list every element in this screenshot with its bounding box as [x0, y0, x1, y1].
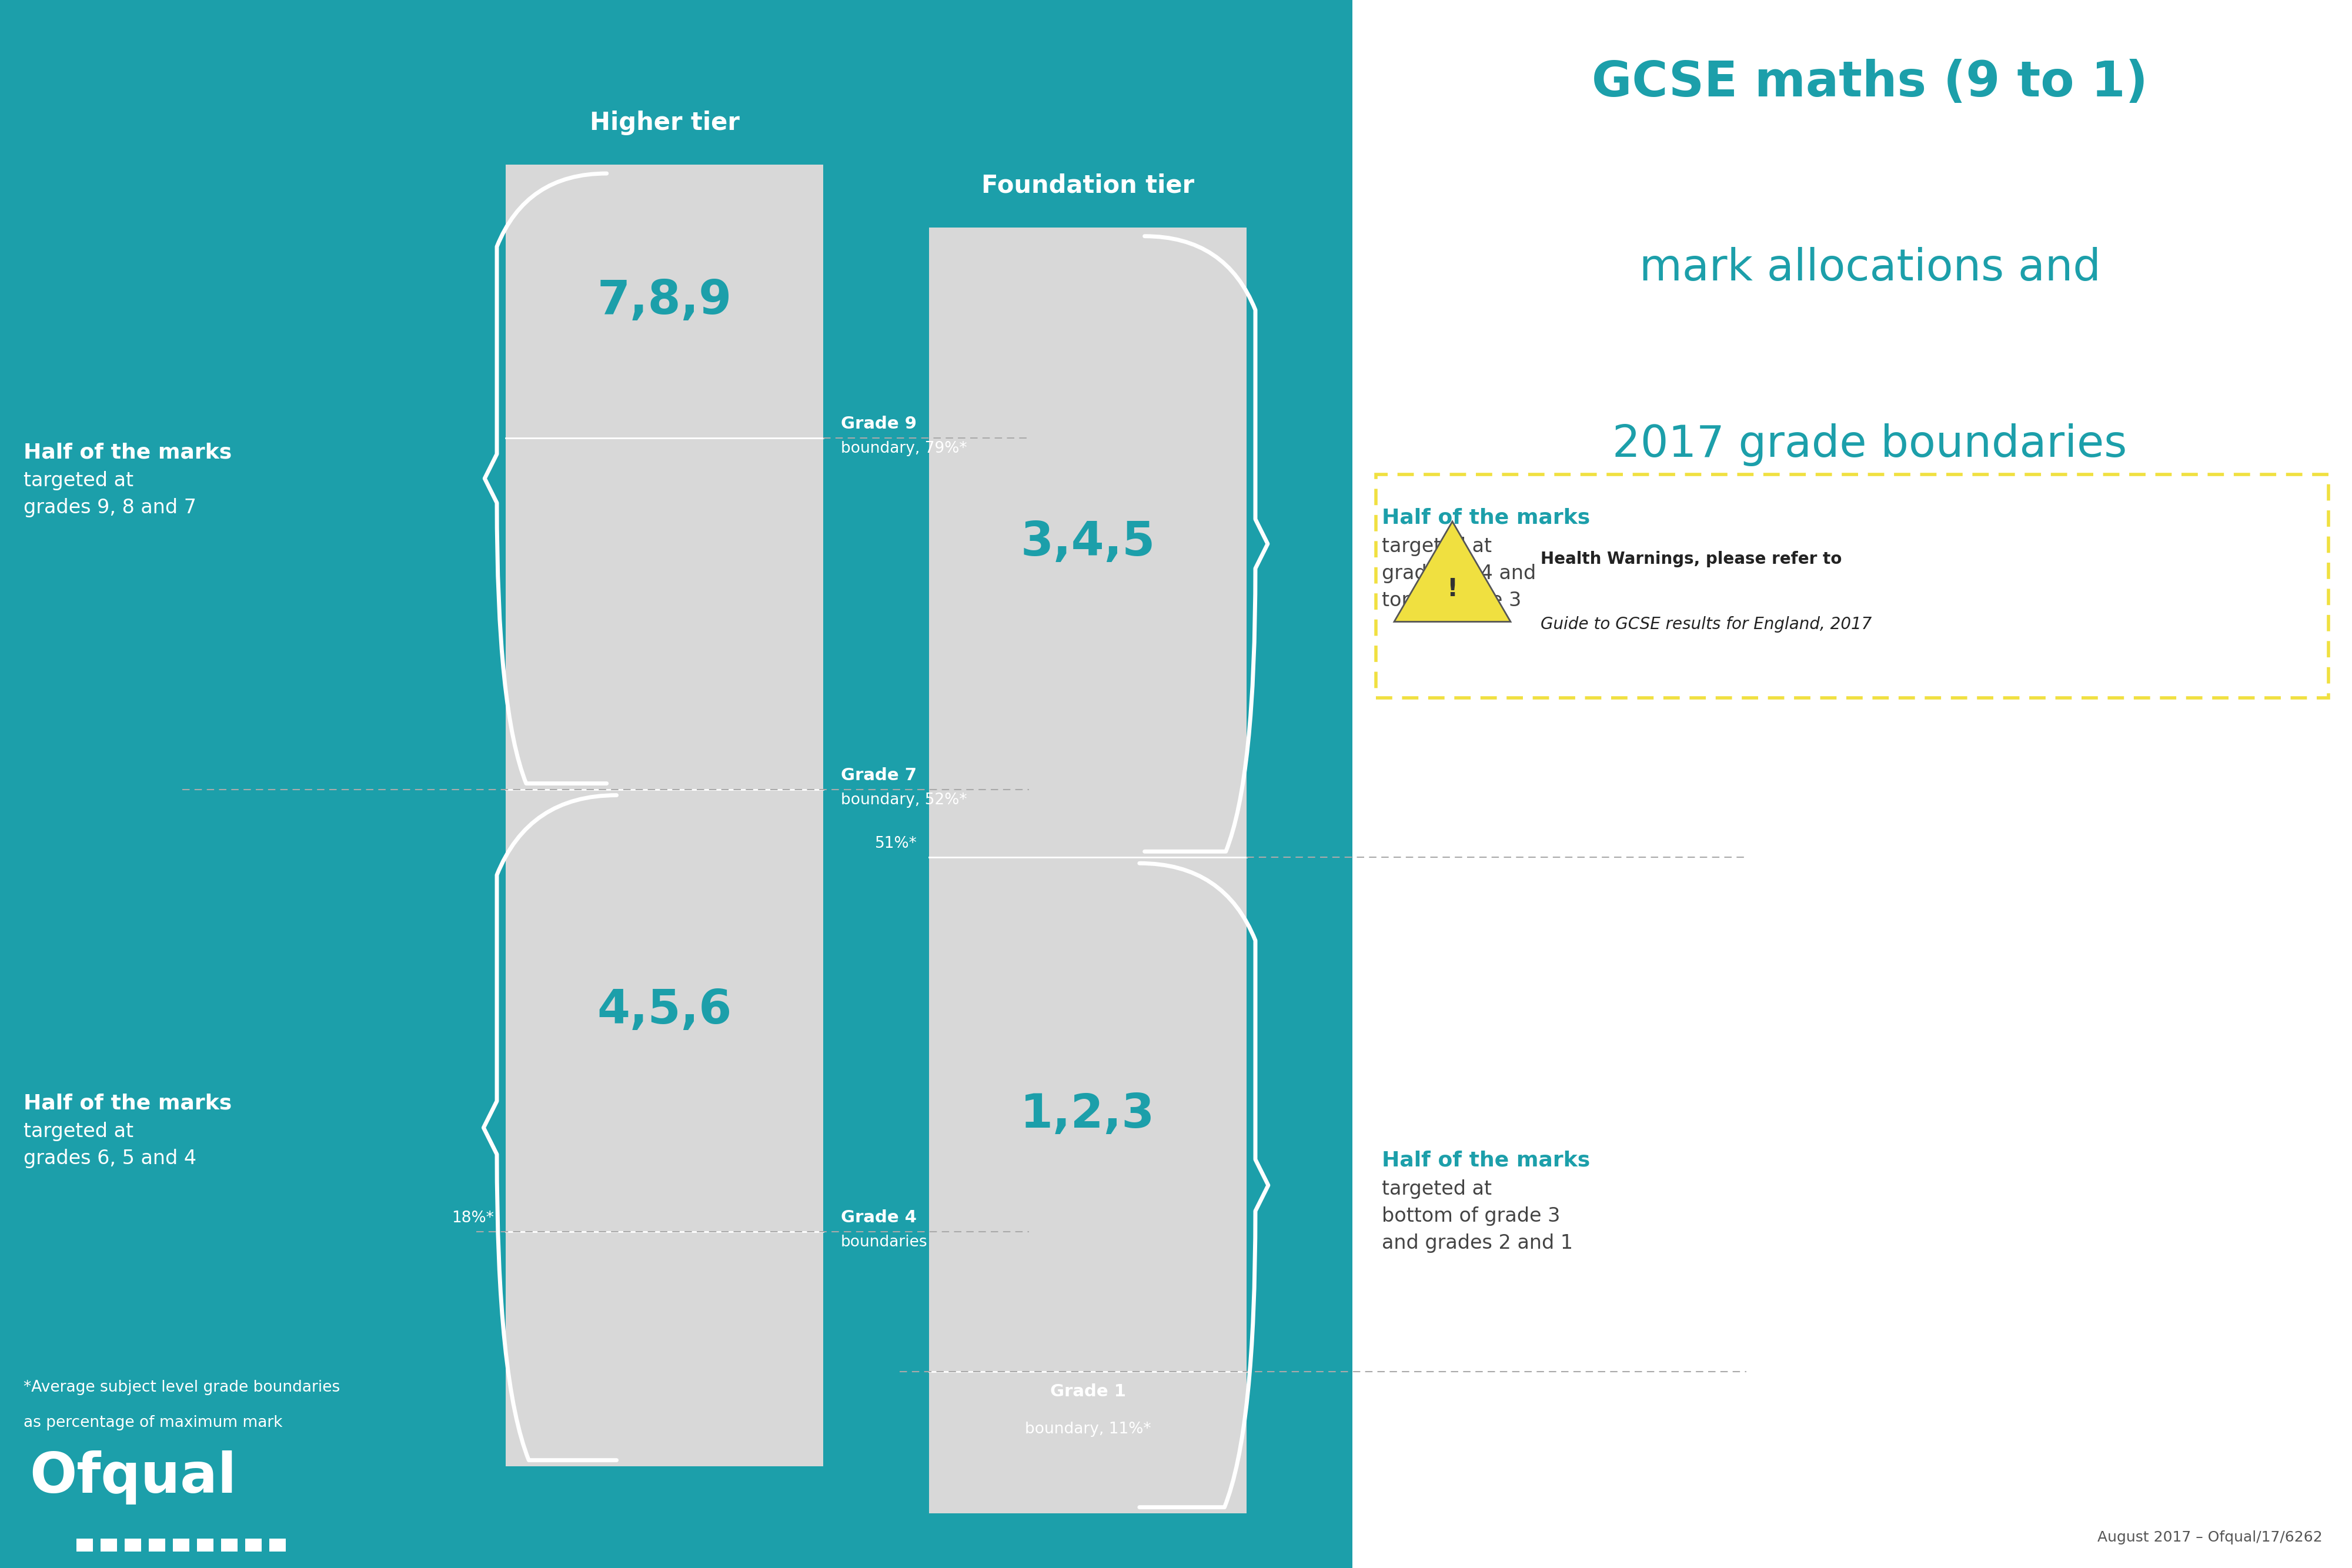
FancyBboxPatch shape	[506, 165, 823, 1466]
FancyBboxPatch shape	[1329, 0, 1352, 1568]
FancyBboxPatch shape	[174, 1538, 191, 1552]
Text: August 2017 – Ofqual/17/6262: August 2017 – Ofqual/17/6262	[2098, 1530, 2324, 1544]
Text: Half of the marks: Half of the marks	[24, 442, 233, 463]
Text: Ofqual: Ofqual	[28, 1450, 238, 1505]
Text: Grade 4: Grade 4	[842, 1209, 917, 1226]
Text: boundary, 79%*: boundary, 79%*	[842, 441, 967, 456]
Text: Grade 7: Grade 7	[842, 767, 917, 784]
Text: boundary, 52%*: boundary, 52%*	[842, 792, 967, 808]
FancyBboxPatch shape	[245, 1538, 261, 1552]
Text: targeted at
grades 5, 4 and
top of grade 3: targeted at grades 5, 4 and top of grade…	[1381, 536, 1536, 610]
Text: Half of the marks: Half of the marks	[1381, 508, 1590, 528]
Text: GCSE maths (9 to 1): GCSE maths (9 to 1)	[1592, 58, 2147, 107]
Text: Higher tier: Higher tier	[590, 111, 739, 135]
Text: mark allocations and: mark allocations and	[1639, 246, 2100, 290]
Text: 1,2,3: 1,2,3	[1021, 1091, 1155, 1137]
Text: boundary, 11%*: boundary, 11%*	[1025, 1422, 1150, 1436]
FancyBboxPatch shape	[268, 1538, 287, 1552]
Text: 18%*: 18%*	[452, 1210, 494, 1226]
Text: !: !	[1446, 577, 1458, 602]
Text: Half of the marks: Half of the marks	[24, 1093, 233, 1113]
FancyBboxPatch shape	[1329, 0, 2352, 1568]
Text: 51%*: 51%*	[875, 836, 917, 851]
Text: 3,4,5: 3,4,5	[1021, 519, 1155, 566]
Text: as percentage of maximum mark: as percentage of maximum mark	[24, 1416, 282, 1430]
Text: Guide to GCSE results for England, 2017: Guide to GCSE results for England, 2017	[1541, 616, 1872, 632]
Text: targeted at
grades 9, 8 and 7: targeted at grades 9, 8 and 7	[24, 470, 198, 517]
FancyBboxPatch shape	[75, 1538, 94, 1552]
Text: Half of the marks: Half of the marks	[1381, 1151, 1590, 1171]
FancyBboxPatch shape	[101, 1538, 118, 1552]
Text: boundaries: boundaries	[842, 1234, 927, 1250]
FancyBboxPatch shape	[148, 1538, 165, 1552]
Text: Grade 1: Grade 1	[1049, 1383, 1127, 1400]
FancyBboxPatch shape	[198, 1538, 214, 1552]
Text: 7,8,9: 7,8,9	[597, 279, 731, 325]
FancyBboxPatch shape	[221, 1538, 238, 1552]
Text: *Average subject level grade boundaries: *Average subject level grade boundaries	[24, 1380, 341, 1396]
Text: Grade 9: Grade 9	[842, 416, 917, 433]
Text: 2017 grade boundaries: 2017 grade boundaries	[1613, 423, 2126, 466]
Text: targeted at
bottom of grade 3
and grades 2 and 1: targeted at bottom of grade 3 and grades…	[1381, 1179, 1573, 1253]
Text: 4,5,6: 4,5,6	[597, 988, 731, 1033]
Text: targeted at
grades 6, 5 and 4: targeted at grades 6, 5 and 4	[24, 1121, 198, 1168]
Text: Health Warnings, please refer to: Health Warnings, please refer to	[1541, 550, 1842, 568]
FancyBboxPatch shape	[929, 227, 1247, 1513]
Polygon shape	[1395, 522, 1510, 622]
Text: Foundation tier: Foundation tier	[981, 174, 1195, 198]
FancyBboxPatch shape	[125, 1538, 141, 1552]
